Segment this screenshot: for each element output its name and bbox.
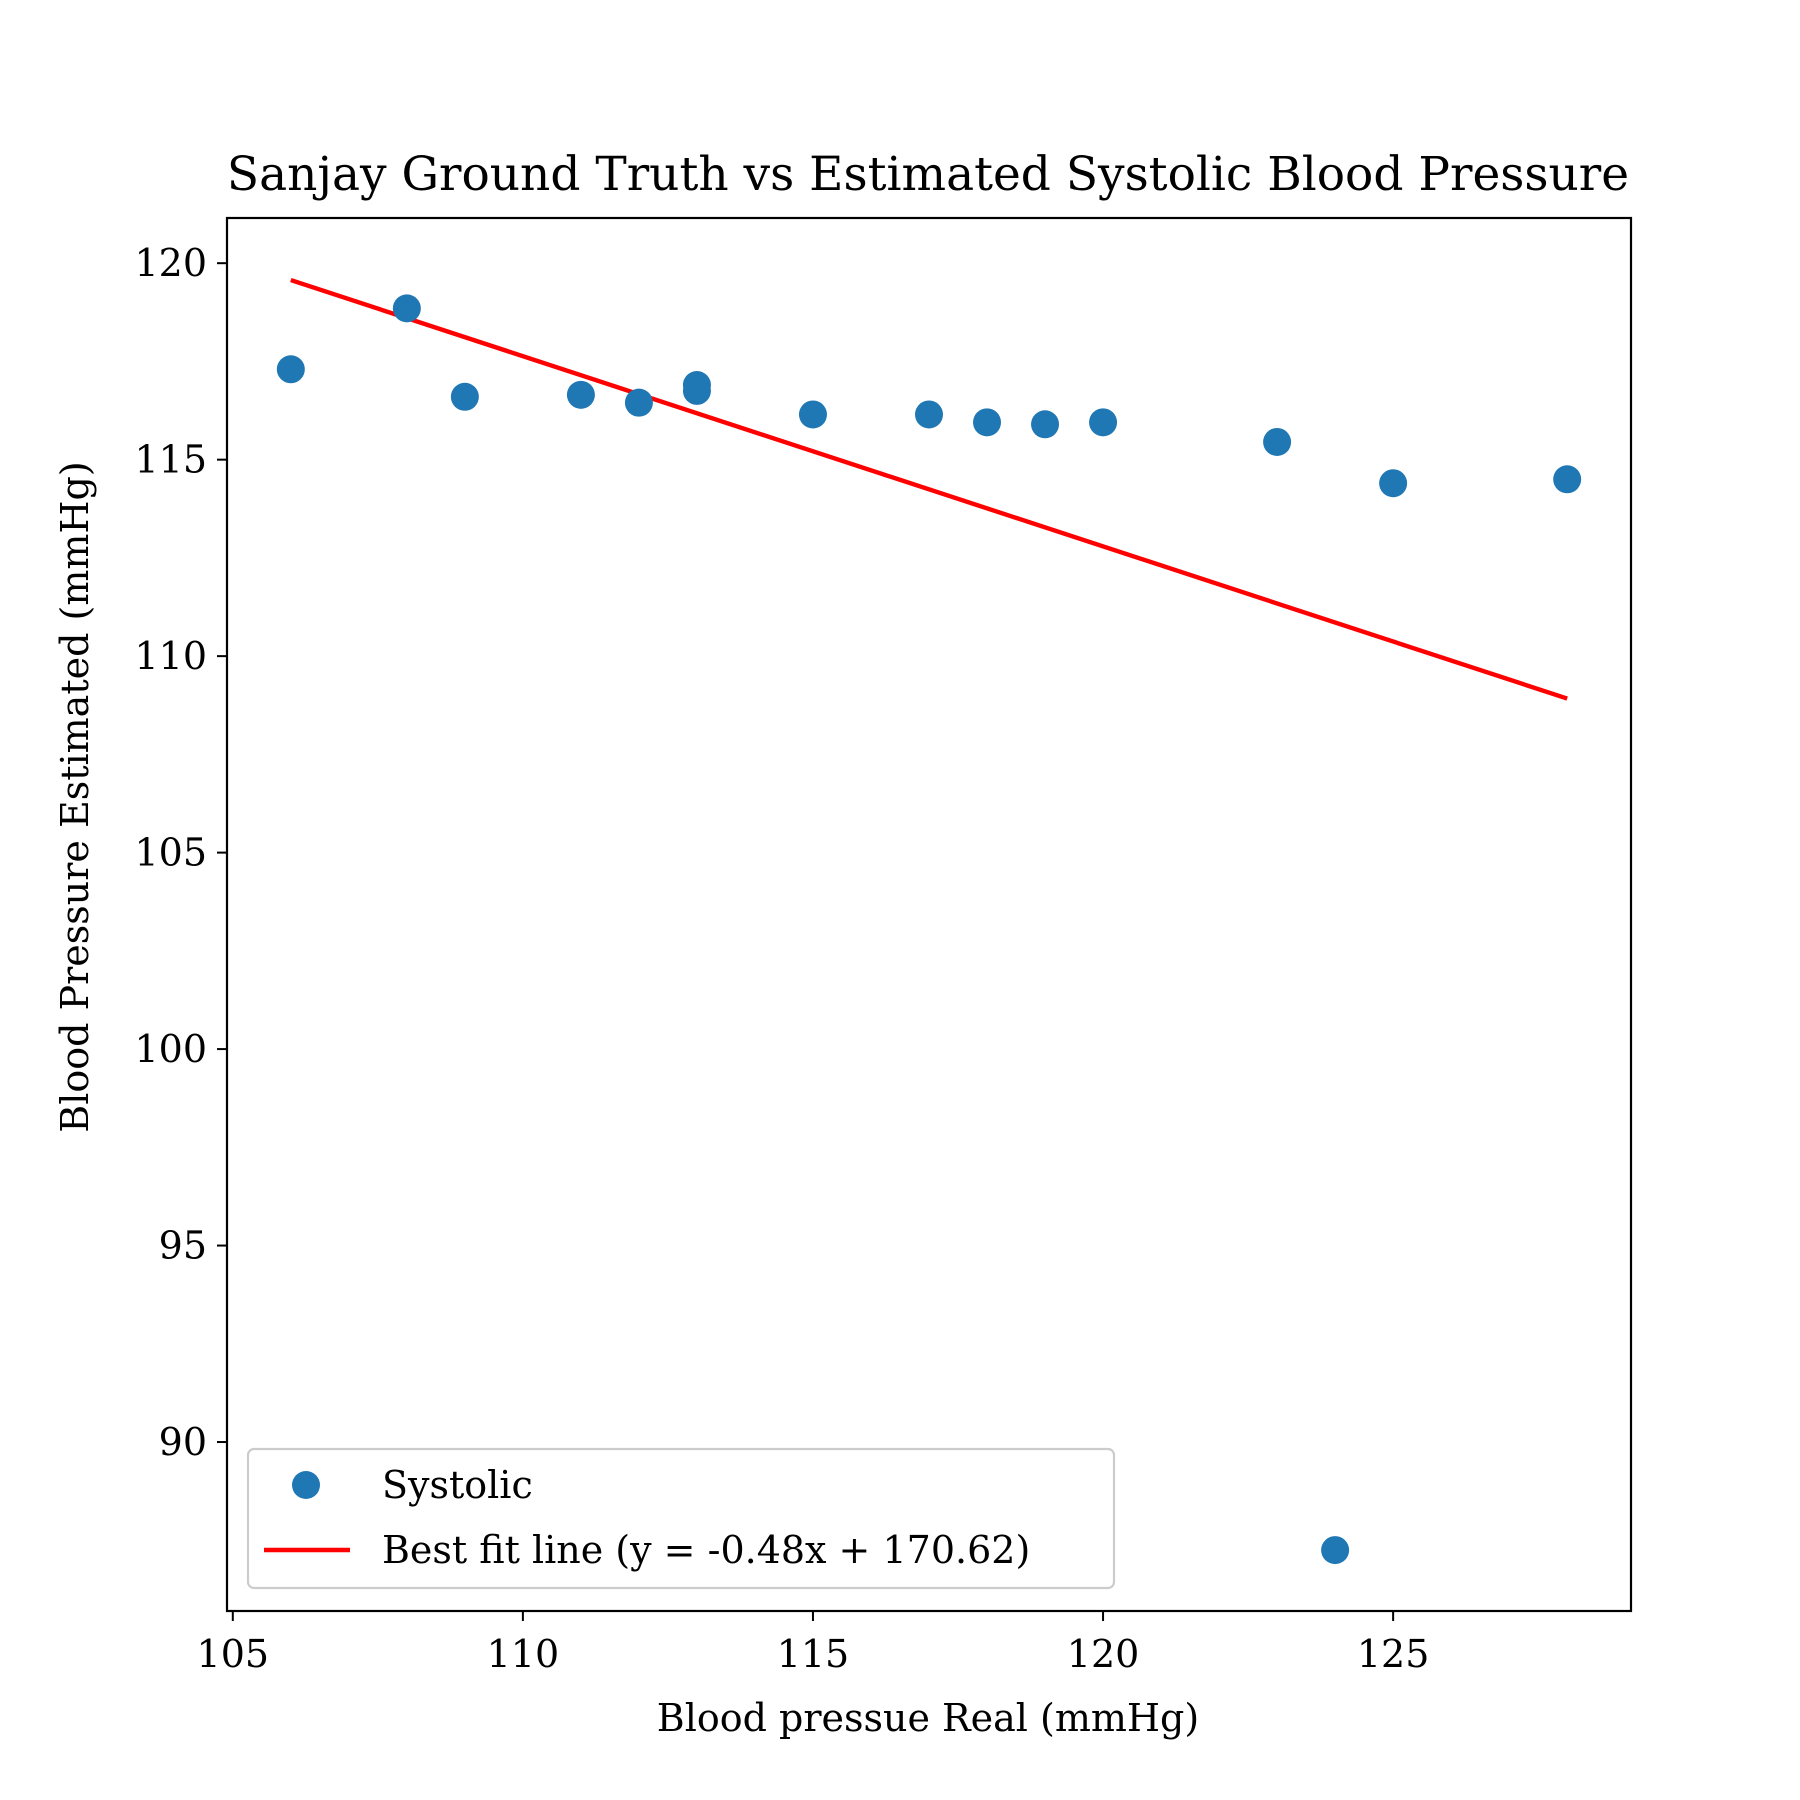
y-tick-label: 115 bbox=[134, 438, 207, 482]
axes-frame bbox=[225, 216, 1633, 1613]
data-point bbox=[1379, 469, 1408, 498]
y-tick-label: 95 bbox=[159, 1224, 207, 1268]
x-axis: 105 110 115 120 125 bbox=[197, 1611, 1430, 1676]
data-point bbox=[1089, 408, 1118, 437]
x-tick-label: 105 bbox=[197, 1632, 270, 1676]
data-point bbox=[450, 382, 479, 411]
x-tick-label: 110 bbox=[487, 1632, 560, 1676]
x-axis-label: Blood pressue Real (mmHg) bbox=[657, 1696, 1199, 1740]
legend: Systolic Best fit line (y = -0.48x + 170… bbox=[246, 1447, 1116, 1590]
y-axis-label: Blood Pressure Estimated (mmHg) bbox=[53, 461, 97, 1132]
data-point bbox=[392, 294, 421, 323]
best-fit-line bbox=[290, 277, 1568, 701]
x-tick-label: 125 bbox=[1357, 1632, 1430, 1676]
data-point bbox=[624, 388, 653, 417]
y-tick-label: 90 bbox=[159, 1420, 207, 1464]
legend-label-best-fit: Best fit line (y = -0.48x + 170.62) bbox=[382, 1528, 1030, 1572]
data-point bbox=[682, 376, 711, 405]
y-tick-label: 110 bbox=[134, 634, 207, 678]
plot-area bbox=[276, 277, 1582, 1565]
data-point bbox=[798, 400, 827, 429]
legend-label-systolic: Systolic bbox=[382, 1463, 533, 1507]
legend-box bbox=[246, 1447, 1116, 1590]
chart-title: Sanjay Ground Truth vs Estimated Systoli… bbox=[227, 147, 1629, 202]
data-point bbox=[1553, 465, 1582, 494]
data-point bbox=[1321, 1536, 1350, 1565]
data-point bbox=[566, 380, 595, 409]
data-point bbox=[276, 355, 305, 384]
data-point bbox=[915, 400, 943, 429]
data-point bbox=[1263, 427, 1292, 456]
data-point bbox=[973, 408, 1002, 437]
y-tick-label: 105 bbox=[134, 831, 207, 875]
y-tick-label: 120 bbox=[134, 241, 207, 285]
legend-marker-systolic bbox=[292, 1471, 320, 1499]
y-axis: 90 95 100 105 110 115 120 bbox=[134, 241, 227, 1464]
x-tick-label: 120 bbox=[1067, 1632, 1140, 1676]
y-tick-label: 100 bbox=[134, 1027, 207, 1071]
data-point bbox=[1031, 410, 1060, 439]
x-tick-label: 115 bbox=[777, 1632, 850, 1676]
